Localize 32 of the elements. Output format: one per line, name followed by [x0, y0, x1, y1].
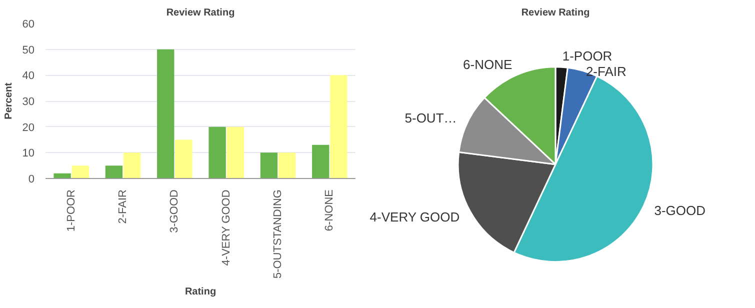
x-axis-title: Rating — [184, 286, 216, 298]
x-tick-label: 1-POOR — [65, 189, 78, 232]
bar — [330, 75, 348, 178]
y-tick-label: 30 — [22, 96, 35, 108]
bar — [157, 49, 174, 178]
y-tick-label: 40 — [22, 70, 35, 82]
bar — [175, 140, 192, 178]
bar — [226, 126, 244, 178]
slice-label: 1-POOR — [562, 48, 612, 64]
bar — [278, 152, 296, 178]
bar — [105, 166, 123, 178]
bar — [312, 144, 330, 178]
bar — [260, 152, 278, 178]
bar — [208, 126, 226, 178]
x-tick-label: 5-OUTSTANDING — [272, 189, 284, 279]
x-tick-label: 6-NONE — [324, 190, 336, 232]
y-axis-title: Percent — [3, 82, 14, 120]
slice-label: 5-OUT… — [404, 110, 457, 126]
slice-label: 2-FAIR — [586, 64, 626, 79]
y-tick-label: 0 — [28, 174, 35, 186]
y-tick-label: 20 — [22, 122, 35, 134]
x-tick-label: 2-FAIR — [117, 189, 129, 224]
bar — [123, 152, 141, 178]
slice-label: 6-NONE — [463, 57, 512, 72]
chart-title: Review Rating — [166, 8, 235, 18]
x-tick-label: 3-GOOD — [168, 189, 181, 233]
y-tick-label: 10 — [22, 148, 35, 160]
bar — [72, 166, 89, 178]
chart-title: Review Rating — [521, 8, 590, 18]
y-tick-label: 60 — [22, 18, 35, 30]
y-tick-label: 50 — [22, 44, 35, 56]
x-tick-label: 4-VERY GOOD — [220, 190, 232, 266]
